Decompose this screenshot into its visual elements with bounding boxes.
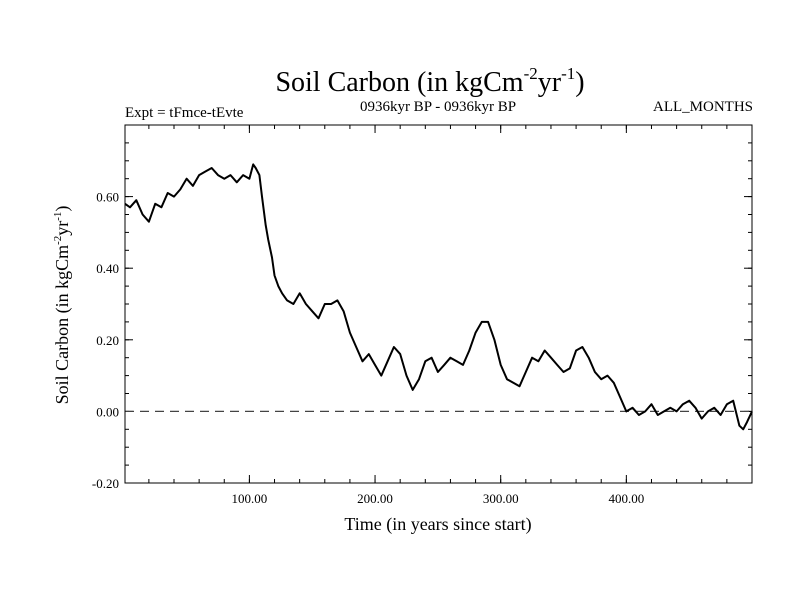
x-tick-label: 300.00: [483, 491, 519, 506]
subtitle-left: Expt = tFmce-tEvte: [125, 105, 244, 121]
subtitle-right: ALL_MONTHS: [653, 99, 753, 115]
chart-title-mid: yr: [538, 67, 562, 98]
series-line-0: [124, 163, 753, 431]
y-axis-label-main: Soil Carbon (in kgCm: [52, 245, 73, 405]
plot-frame-layer: [124, 124, 753, 484]
series-layer: [124, 163, 753, 431]
plot-frame: [124, 124, 753, 484]
x-axis-label: Time (in years since start): [344, 514, 531, 535]
y-axis-label-sup1: -2: [52, 236, 64, 245]
y-tick-label: 0.40: [96, 261, 119, 276]
y-tick-label: 0.60: [96, 190, 119, 205]
chart-title-main: Soil Carbon (in kgCm: [275, 67, 523, 98]
chart-title: Soil Carbon (in kgCm-2yr-1): [275, 64, 584, 98]
chart-title-sup2: -1: [561, 64, 575, 83]
chart-title-end: ): [575, 67, 584, 98]
chart-title-sup1: -2: [524, 64, 538, 83]
y-tick-label: -0.20: [92, 476, 119, 491]
x-tick-label: 100.00: [232, 491, 268, 506]
x-tick-label: 200.00: [357, 491, 393, 506]
y-tick-label: 0.20: [96, 333, 119, 348]
y-axis-label: Soil Carbon (in kgCm-2yr-1): [52, 206, 73, 405]
y-axis-label-end: ): [52, 206, 73, 212]
y-tick-label: 0.00: [96, 404, 119, 419]
y-axis-label-sup2: -1: [52, 212, 64, 221]
y-axis-label-mid: yr: [52, 221, 72, 236]
subtitle-center: 0936kyr BP - 0936kyr BP: [360, 99, 516, 115]
x-tick-label: 400.00: [608, 491, 644, 506]
